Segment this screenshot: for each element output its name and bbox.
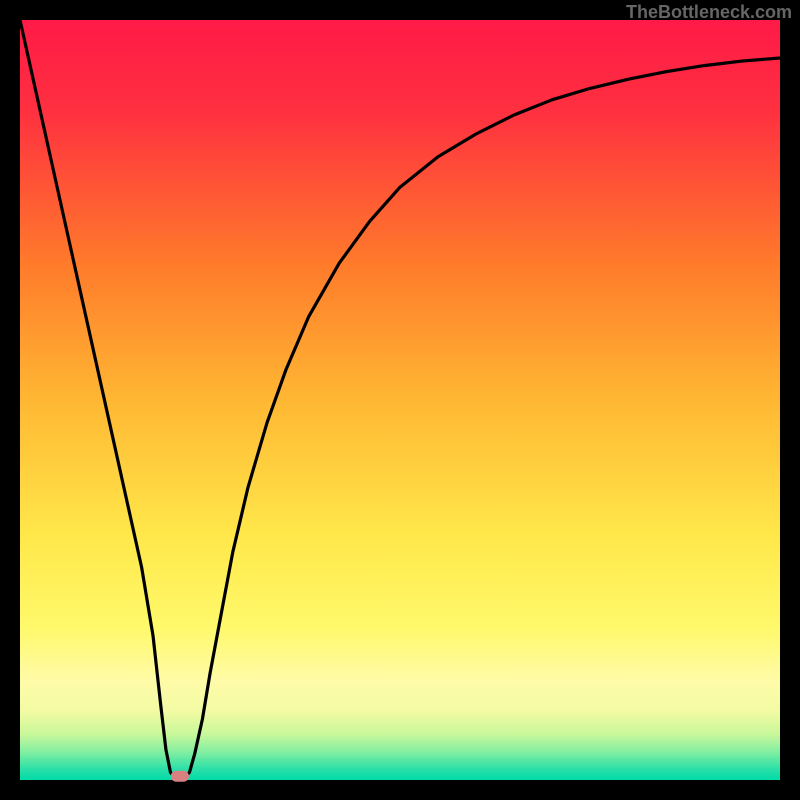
curve-layer [20,20,780,780]
optimum-marker [170,771,188,782]
chart-container: TheBottleneck.com [0,0,800,800]
watermark-text: TheBottleneck.com [626,2,792,23]
bottleneck-curve [20,20,780,778]
plot-area [20,20,780,780]
